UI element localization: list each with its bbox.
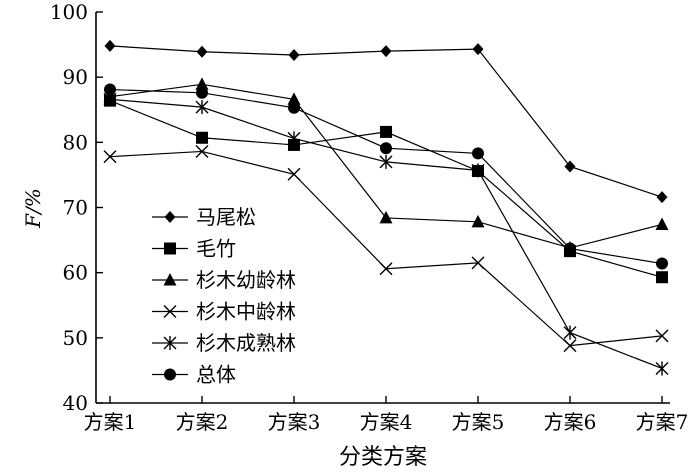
series-line <box>109 45 663 198</box>
legend-marker-circle <box>164 368 176 381</box>
y-tick-label: 60 <box>63 261 88 285</box>
data-point-asterisk <box>563 325 577 340</box>
x-tick-label: 方案3 <box>268 410 321 434</box>
legend-label: 毛竹 <box>196 237 236 261</box>
data-point-circle <box>656 257 668 270</box>
y-tick-label: 100 <box>50 0 88 24</box>
data-point-asterisk <box>195 100 209 115</box>
data-point-circle <box>288 101 300 114</box>
data-point-circle <box>380 142 392 155</box>
legend-label: 杉木幼龄林 <box>196 268 296 292</box>
data-point-circle <box>104 83 116 96</box>
y-tick-label: 50 <box>63 326 88 350</box>
x-tick-label: 方案7 <box>636 410 689 434</box>
legend-item: 杉木中龄林 <box>152 300 296 324</box>
legend-marker-asterisk <box>163 336 177 350</box>
data-point-square <box>380 125 392 138</box>
x-tick-label: 方案5 <box>452 410 505 434</box>
data-point-asterisk <box>471 163 485 178</box>
data-point-triangle <box>655 217 669 230</box>
data-point-circle <box>472 147 484 160</box>
data-point-square <box>656 271 668 284</box>
y-tick-label: 40 <box>63 391 88 415</box>
data-point-diamond <box>564 160 576 173</box>
data-point-asterisk <box>379 154 393 169</box>
y-axis-ticks: 40 50 60 70 80 90 100 <box>50 0 103 415</box>
data-point-triangle <box>287 92 301 105</box>
series-1 <box>104 39 668 204</box>
legend-marker-triangle <box>163 273 177 286</box>
data-point-diamond <box>472 43 484 56</box>
y-tick-label: 80 <box>63 130 88 154</box>
legend-label: 杉木成熟林 <box>196 331 296 355</box>
legend-item: 杉木成熟林 <box>152 331 296 355</box>
series-layer <box>103 39 669 376</box>
data-point-x <box>195 144 209 158</box>
data-point-circle <box>196 86 208 99</box>
series-2 <box>104 94 668 284</box>
y-axis-label: F/% <box>21 188 45 229</box>
data-point-diamond <box>656 191 668 204</box>
y-tick-label: 70 <box>63 196 88 220</box>
legend-marker-diamond <box>164 211 176 223</box>
data-point-diamond <box>288 49 300 62</box>
y-tick-label: 90 <box>63 65 88 89</box>
x-axis-ticks: 方案1 方案2 方案3 方案4 方案5 方案6 方案7 <box>84 396 689 434</box>
data-point-triangle <box>195 77 209 90</box>
legend-label: 总体 <box>196 363 236 387</box>
legend-label: 马尾松 <box>196 205 256 229</box>
data-point-x <box>563 339 577 353</box>
legend-item: 毛竹 <box>152 237 236 261</box>
data-point-diamond <box>380 45 392 58</box>
legend-item: 马尾松 <box>152 205 256 229</box>
data-point-triangle <box>471 214 485 228</box>
data-point-x <box>103 150 117 164</box>
legend-marker-square <box>164 242 176 255</box>
x-tick-label: 方案6 <box>544 410 597 434</box>
x-tick-label: 方案4 <box>360 410 413 434</box>
series-6 <box>104 83 668 270</box>
legend-item: 总体 <box>152 363 236 387</box>
x-tick-label: 方案1 <box>84 410 137 434</box>
series-line <box>109 88 663 265</box>
data-point-x <box>379 262 393 276</box>
legend-marker-x <box>163 305 177 318</box>
data-point-asterisk <box>655 361 669 376</box>
data-point-triangle <box>379 210 393 224</box>
series-4 <box>103 144 669 353</box>
x-tick-label: 方案2 <box>176 410 229 434</box>
series-line <box>109 98 663 370</box>
legend-item: 杉木幼龄林 <box>152 268 296 292</box>
data-point-x <box>287 167 301 181</box>
data-point-diamond <box>196 45 208 58</box>
series-line <box>109 150 663 347</box>
legend-label: 杉木中龄林 <box>196 300 296 324</box>
series-5 <box>103 92 669 376</box>
data-point-diamond <box>104 39 116 52</box>
data-point-square <box>196 131 208 144</box>
data-point-circle <box>564 242 576 255</box>
data-point-x <box>471 256 485 270</box>
data-point-asterisk <box>287 131 301 146</box>
x-axis-label: 分类方案 <box>339 445 427 470</box>
data-point-x <box>655 329 669 343</box>
